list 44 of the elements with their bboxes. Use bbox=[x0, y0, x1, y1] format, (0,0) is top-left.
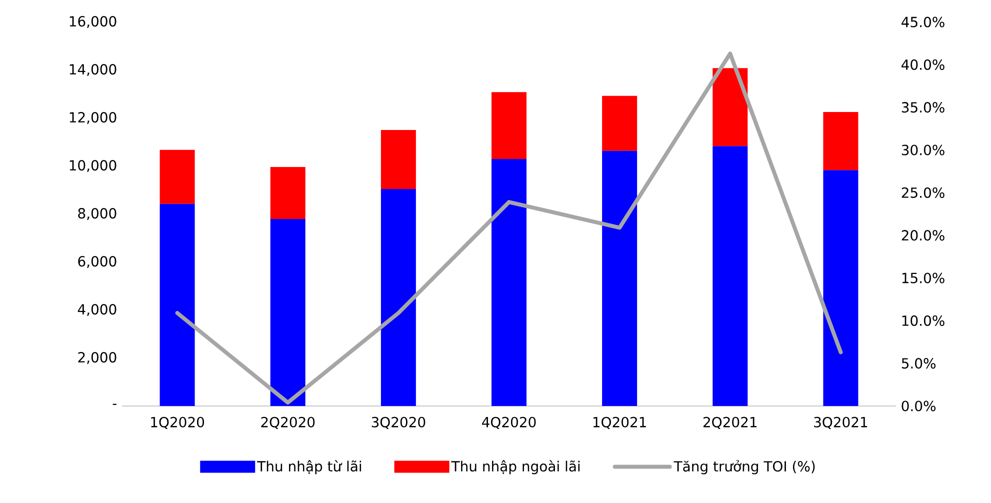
bar bbox=[270, 166, 306, 220]
legend-label: Thu nhập ngoài lãi bbox=[451, 460, 580, 474]
legend-label: Tăng trưởng TOI (%) bbox=[674, 460, 815, 474]
x-tick-label: 3Q2021 bbox=[814, 416, 868, 429]
y-tick-label: 2,000 bbox=[78, 352, 116, 364]
y-tick-label: 6,000 bbox=[78, 256, 116, 268]
legend-label: Thu nhập từ lãi bbox=[257, 460, 362, 474]
y2-tick-label: 5.0% bbox=[902, 358, 936, 369]
bar bbox=[380, 130, 416, 190]
y-tick-label: 10,000 bbox=[70, 160, 116, 172]
y2-tick-label: 35.0% bbox=[902, 102, 944, 113]
bar bbox=[492, 92, 526, 160]
y-tick-label: - bbox=[112, 404, 116, 405]
y-tick-label: 12,000 bbox=[70, 112, 116, 124]
y2-tick-label: 45.0% bbox=[902, 16, 944, 28]
y2-tick-label: 15.0% bbox=[902, 272, 944, 284]
line-series bbox=[175, 52, 843, 405]
y-tick-label: 16,000 bbox=[70, 16, 116, 28]
y2-tick-label: 40.0% bbox=[902, 59, 944, 70]
x-tick-label: 3Q2020 bbox=[372, 416, 426, 429]
bar bbox=[712, 146, 748, 406]
x-tick-label: 2Q2020 bbox=[261, 416, 315, 429]
y2-tick-label: 20.0% bbox=[902, 230, 944, 241]
x-tick-label: 1Q2020 bbox=[151, 416, 204, 429]
y-tick-label: 14,000 bbox=[70, 64, 116, 76]
y2-tick-label: 10.0% bbox=[902, 315, 944, 326]
x-tick-label: 1Q2021 bbox=[593, 416, 646, 429]
y2-tick-label: 0.0% bbox=[902, 400, 936, 412]
bar bbox=[602, 96, 638, 151]
bar bbox=[823, 112, 858, 170]
y-tick-label: 8,000 bbox=[78, 208, 116, 220]
bar bbox=[270, 219, 306, 406]
y-tick-label: 4,000 bbox=[78, 304, 116, 316]
bar bbox=[160, 204, 195, 406]
bar bbox=[492, 159, 526, 406]
bar bbox=[160, 150, 195, 204]
y2-tick-label: 30.0% bbox=[902, 144, 944, 156]
x-tick-label: 4Q2020 bbox=[482, 416, 536, 429]
y2-tick-label: 25.0% bbox=[902, 187, 944, 198]
bar bbox=[712, 68, 748, 146]
bar bbox=[602, 150, 638, 406]
bar bbox=[380, 189, 416, 406]
x-tick-label: 2Q2021 bbox=[703, 416, 757, 429]
bar bbox=[823, 170, 858, 406]
